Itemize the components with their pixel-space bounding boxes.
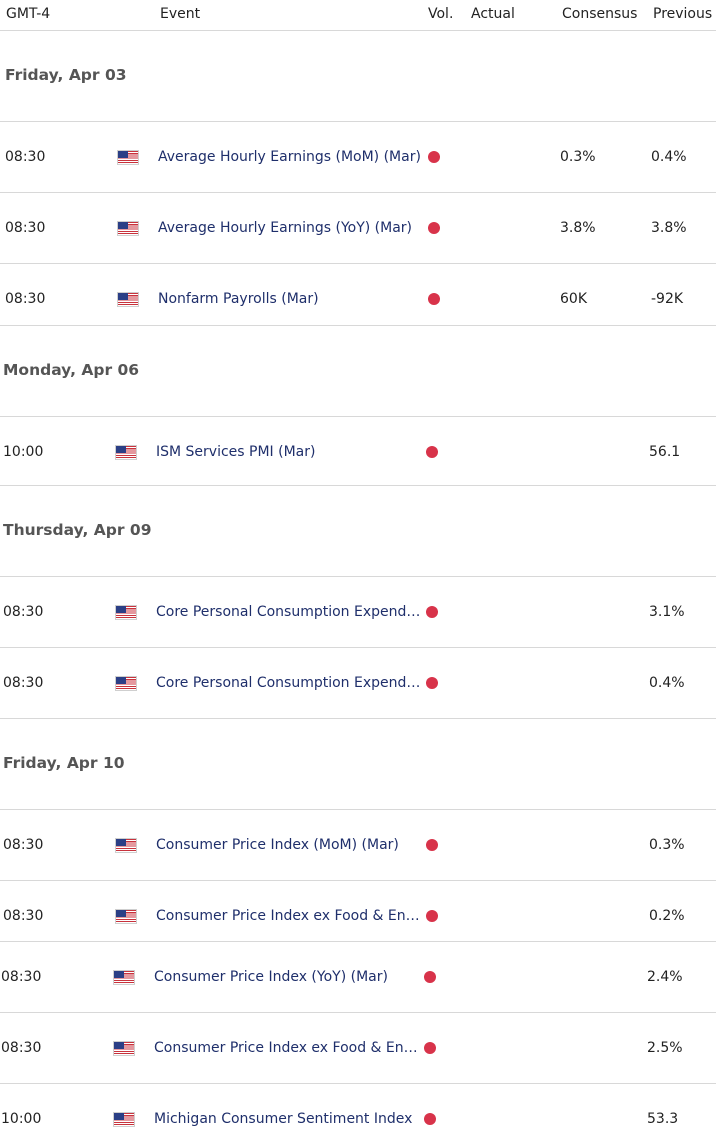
high-volatility-dot-icon [428,293,440,305]
divider [0,576,716,577]
event-previous: 2.5% [647,1040,683,1056]
divider [0,941,716,942]
divider [0,1083,716,1084]
event-name-link[interactable]: ISM Services PMI (Mar) [156,444,316,460]
high-volatility-dot-icon [428,222,440,234]
event-consensus: 60K [560,291,587,307]
event-time: 08:30 [5,149,46,165]
us-flag-icon [115,838,137,853]
divider [0,325,716,326]
divider [0,1012,716,1013]
high-volatility-dot-icon [426,446,438,458]
event-name-link[interactable]: Consumer Price Index (MoM) (Mar) [156,837,399,853]
column-header-actual[interactable]: Actual [471,6,515,22]
event-time: 08:30 [5,291,46,307]
event-previous: 0.4% [651,149,687,165]
high-volatility-dot-icon [426,677,438,689]
divider [0,121,716,122]
divider [0,192,716,193]
divider [0,880,716,881]
event-time: 08:30 [3,837,44,853]
divider [0,809,716,810]
day-label: Monday, Apr 06 [3,361,140,379]
event-name-link[interactable]: Nonfarm Payrolls (Mar) [158,291,319,307]
event-name-link[interactable]: Consumer Price Index (YoY) (Mar) [154,969,388,985]
us-flag-icon [117,150,139,165]
event-previous: 3.8% [651,220,687,236]
us-flag-icon [115,445,137,460]
day-label: Friday, Apr 03 [5,66,127,84]
event-time: 08:30 [3,604,44,620]
event-name-link[interactable]: Average Hourly Earnings (MoM) (Mar) [158,149,421,165]
event-name-link[interactable]: Consumer Price Index ex Food & Energy [154,1040,419,1056]
event-name-link[interactable]: Core Personal Consumption Expenditures [156,604,421,620]
day-label: Thursday, Apr 09 [3,521,152,539]
us-flag-icon [117,292,139,307]
event-name-link[interactable]: Average Hourly Earnings (YoY) (Mar) [158,220,413,236]
column-header-previous[interactable]: Previous [653,6,713,22]
event-previous: 3.1% [649,604,685,620]
high-volatility-dot-icon [426,606,438,618]
event-name-link[interactable]: Michigan Consumer Sentiment Index [154,1111,413,1127]
high-volatility-dot-icon [426,910,438,922]
event-name-link[interactable]: Core Personal Consumption Expenditures [156,675,421,691]
day-label: Friday, Apr 10 [3,754,125,772]
high-volatility-dot-icon [424,1113,436,1125]
event-previous: 2.4% [647,969,683,985]
divider [0,416,716,417]
event-consensus: 0.3% [560,149,596,165]
divider [0,485,716,486]
event-previous: 0.4% [649,675,685,691]
divider [0,263,716,264]
column-header-consensus[interactable]: Consensus [562,6,638,22]
event-previous: 0.3% [649,837,685,853]
high-volatility-dot-icon [424,1042,436,1054]
event-previous: 0.2% [649,908,685,924]
us-flag-icon [115,676,137,691]
event-time: 08:30 [3,908,44,924]
high-volatility-dot-icon [426,839,438,851]
event-time: 08:30 [5,220,46,236]
high-volatility-dot-icon [428,151,440,163]
divider [0,647,716,648]
event-consensus: 3.8% [560,220,596,236]
event-time: 10:00 [3,444,44,460]
event-time: 10:00 [1,1111,42,1127]
column-header-volatility[interactable]: Vol. [428,6,454,22]
event-previous: 53.3 [647,1111,679,1127]
divider [0,718,716,719]
high-volatility-dot-icon [424,971,436,983]
event-time: 08:30 [1,969,42,985]
timezone-label[interactable]: GMT-4 [6,6,51,22]
us-flag-icon [117,221,139,236]
event-previous: -92K [651,291,684,307]
us-flag-icon [113,970,135,985]
column-header-event[interactable]: Event [160,6,201,22]
us-flag-icon [113,1041,135,1056]
event-time: 08:30 [3,675,44,691]
event-name-link[interactable]: Consumer Price Index ex Food & Energy [156,908,421,924]
event-time: 08:30 [1,1040,42,1056]
event-previous: 56.1 [649,444,681,460]
us-flag-icon [113,1112,135,1127]
us-flag-icon [115,605,137,620]
calendar-header: GMT-4 Event Vol. Actual Consensus Previo… [0,0,716,31]
us-flag-icon [115,909,137,924]
